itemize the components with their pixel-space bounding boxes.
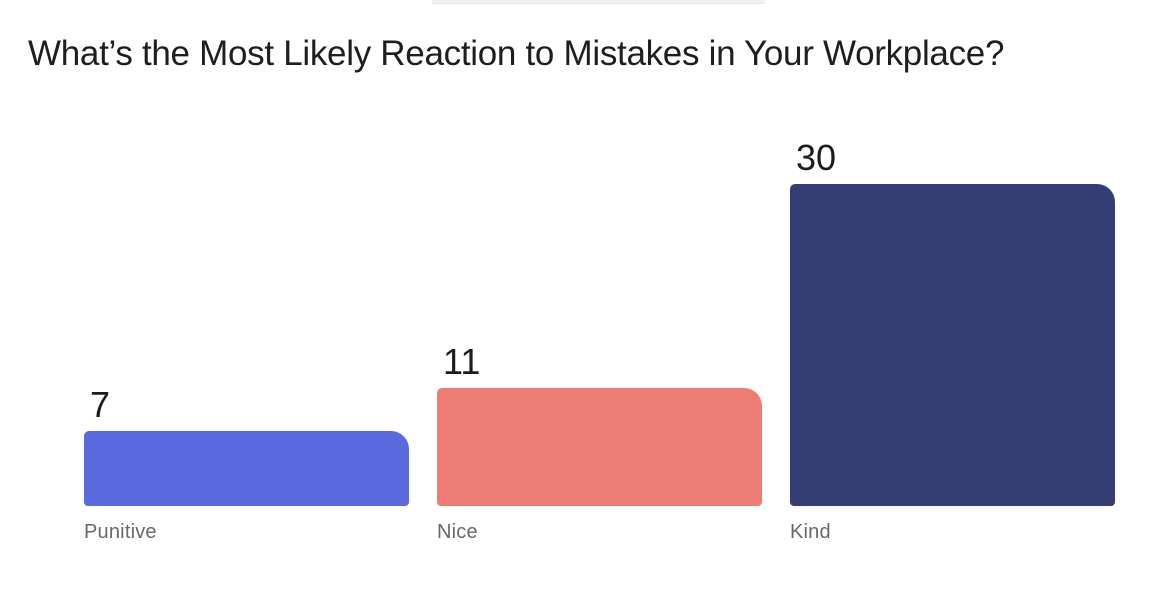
category-label: Punitive (84, 521, 157, 543)
bar-group-kind: 30 Kind (790, 140, 1115, 542)
bar-group-punitive: 7 Punitive (84, 184, 409, 542)
bar-nice[interactable] (437, 387, 762, 506)
bar-punitive[interactable] (84, 430, 409, 506)
chart-title: What’s the Most Likely Reaction to Mista… (28, 34, 1005, 73)
bar-value-label: 7 (90, 383, 111, 425)
bar-value-label: 30 (796, 137, 837, 178)
bar-value-label: 11 (443, 340, 481, 382)
bar-kind[interactable] (790, 184, 1115, 506)
category-label: Kind (790, 521, 831, 543)
top-edge-artifact (432, 0, 765, 4)
category-label: Nice (437, 521, 478, 543)
bar-chart: 7 Punitive 11 Nice 30 Kind (84, 140, 1115, 542)
bar-group-nice: 11 Nice (437, 184, 762, 542)
